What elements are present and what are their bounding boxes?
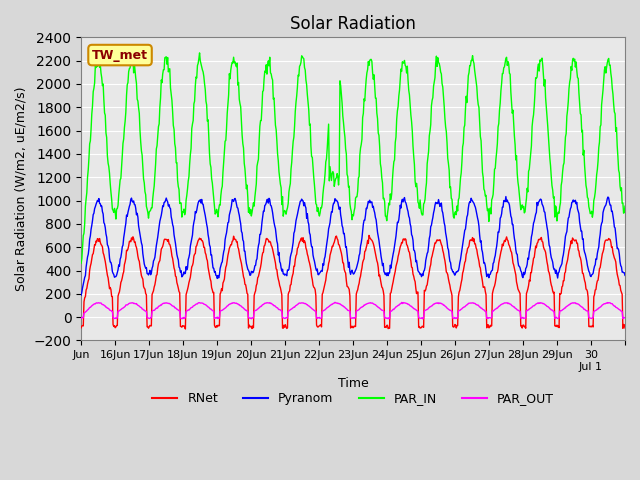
X-axis label: Time: Time (338, 377, 369, 390)
Legend: RNet, Pyranom, PAR_IN, PAR_OUT: RNet, Pyranom, PAR_IN, PAR_OUT (147, 387, 559, 410)
Title: Solar Radiation: Solar Radiation (290, 15, 416, 33)
Text: TW_met: TW_met (92, 48, 148, 61)
Y-axis label: Solar Radiation (W/m2, uE/m2/s): Solar Radiation (W/m2, uE/m2/s) (15, 87, 28, 291)
